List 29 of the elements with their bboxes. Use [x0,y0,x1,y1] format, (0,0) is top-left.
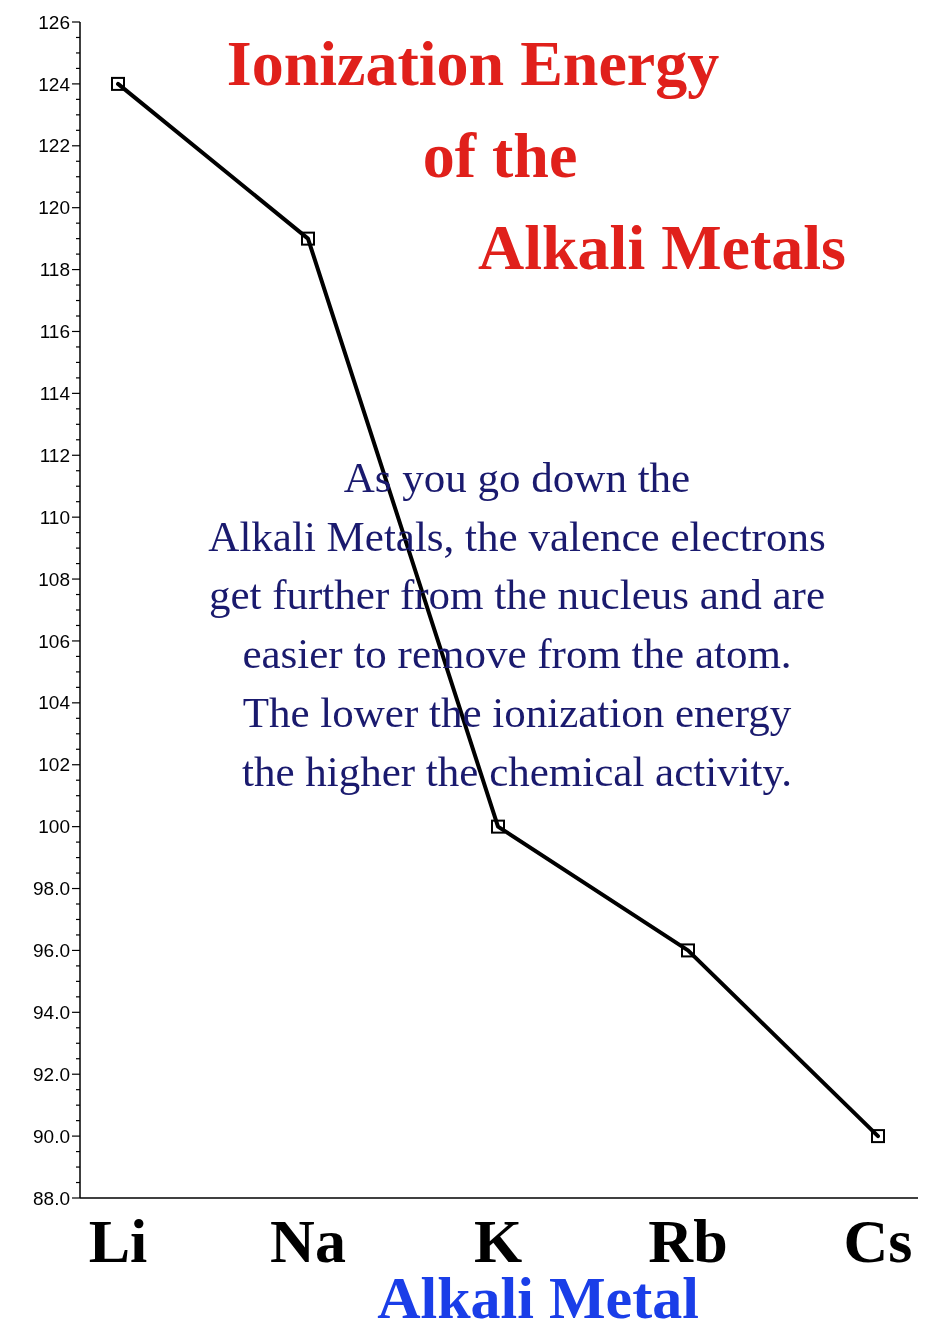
y-tick-label: 98.0 [33,878,70,900]
y-tick-label: 118 [39,259,70,281]
y-tick-label: 114 [39,383,71,405]
y-tick-label: 92.0 [33,1063,70,1085]
point [111,76,125,91]
y-tick-label: 122 [38,135,70,157]
x-tick-label: Li [88,1207,148,1275]
y-tick-label: 120 [38,197,70,219]
y-tick-label: 94.0 [33,1001,70,1023]
y-tick-label: 90.0 [33,1125,70,1147]
point [491,819,505,834]
y-tick-label: 102 [38,754,70,776]
y-tick-label: 116 [39,321,70,343]
y-tick-label: 100 [38,816,70,838]
y-tick-label: 106 [38,630,70,652]
y-tick-label: 96.0 [33,940,70,962]
y-tick-label: 126 [38,11,70,33]
y-tick-label: 88.0 [33,1187,70,1209]
point [871,1129,885,1144]
y-tick-label: 112 [39,444,70,466]
y-tick-label: 108 [38,568,70,590]
point [301,231,315,246]
point [681,943,695,958]
x-tick-label: Na [270,1207,346,1275]
y-tick-label: 104 [38,692,71,714]
text: Ionization Energy of the Alkali Metals [226,28,846,283]
y-tick-label: 110 [39,506,70,528]
x-tick-label: Cs [843,1207,913,1275]
y-tick-label: 124 [38,73,71,95]
